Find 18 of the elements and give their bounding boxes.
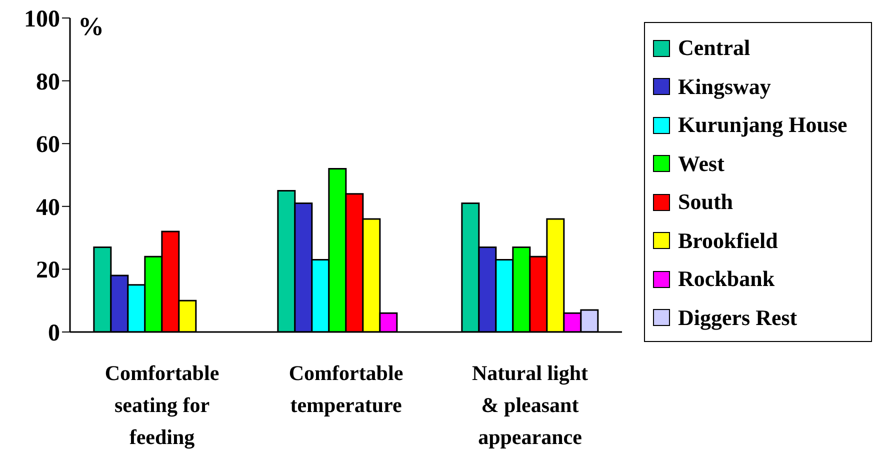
x-tick-label: Natural light & pleasant appearance	[472, 361, 588, 449]
legend-label: Rockbank	[677, 265, 776, 294]
y-axis-title: %	[78, 12, 104, 42]
x-tick-label: Comfortable seating for feeding	[104, 361, 220, 449]
y-tick-label: 40	[36, 194, 60, 221]
y-tick-label: 80	[36, 69, 60, 96]
legend-label: Brookfield	[677, 226, 779, 255]
legend-label: Central	[677, 34, 752, 62]
legend-label: Kingsway	[677, 72, 772, 101]
legend-label: South	[677, 188, 734, 216]
legend-label: Kurunjang House	[677, 111, 848, 140]
y-tick-label: 20	[36, 258, 60, 284]
y-tick-label: 100	[24, 6, 60, 33]
y-tick-label: 60	[36, 132, 60, 158]
x-tick-label: Comfortable temperature	[288, 361, 404, 417]
y-tick-label: 0	[48, 320, 60, 347]
legend-label: West	[677, 150, 726, 178]
legend-label: Diggers Rest	[677, 304, 798, 332]
